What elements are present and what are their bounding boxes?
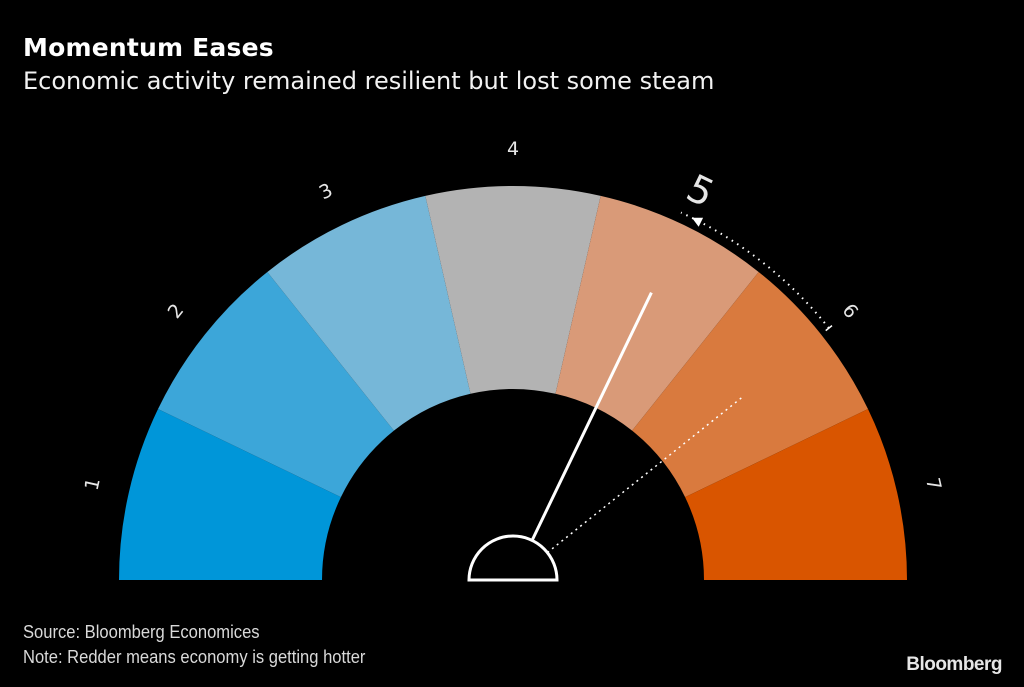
chart-note: Note: Redder means economy is getting ho… bbox=[23, 647, 366, 667]
gauge-segment-5 bbox=[555, 195, 759, 431]
chart-title: Momentum Eases bbox=[23, 33, 274, 62]
gauge-label-7: 7 bbox=[921, 476, 945, 493]
gauge-segment-7 bbox=[685, 409, 907, 580]
gauge-segment-2 bbox=[158, 271, 394, 498]
bloomberg-logo: Bloomberg bbox=[906, 654, 1002, 675]
source-note: Source: Bloomberg Economices bbox=[23, 622, 260, 642]
gauge-segment-4 bbox=[425, 186, 601, 394]
previous-value-tick bbox=[825, 325, 833, 332]
gauge-label-3: 3 bbox=[316, 179, 336, 204]
chart-subtitle: Economic activity remained resilient but… bbox=[23, 67, 715, 95]
gauge-hub bbox=[467, 534, 559, 582]
gauge-markers bbox=[467, 211, 833, 582]
gauge-segments bbox=[119, 186, 907, 580]
gauge-label-4: 4 bbox=[507, 138, 519, 160]
gauge-segment-6 bbox=[632, 271, 868, 498]
gauge-segment-3 bbox=[267, 195, 471, 431]
change-arrow-head-icon bbox=[691, 217, 704, 227]
current-needle bbox=[530, 291, 653, 542]
gauge-label-2: 2 bbox=[164, 300, 189, 323]
gauge-label-5: 5 bbox=[680, 166, 721, 216]
gauge-label-1: 1 bbox=[81, 476, 105, 493]
gauge-segment-1 bbox=[119, 409, 341, 580]
gauge-label-6: 6 bbox=[838, 300, 863, 323]
